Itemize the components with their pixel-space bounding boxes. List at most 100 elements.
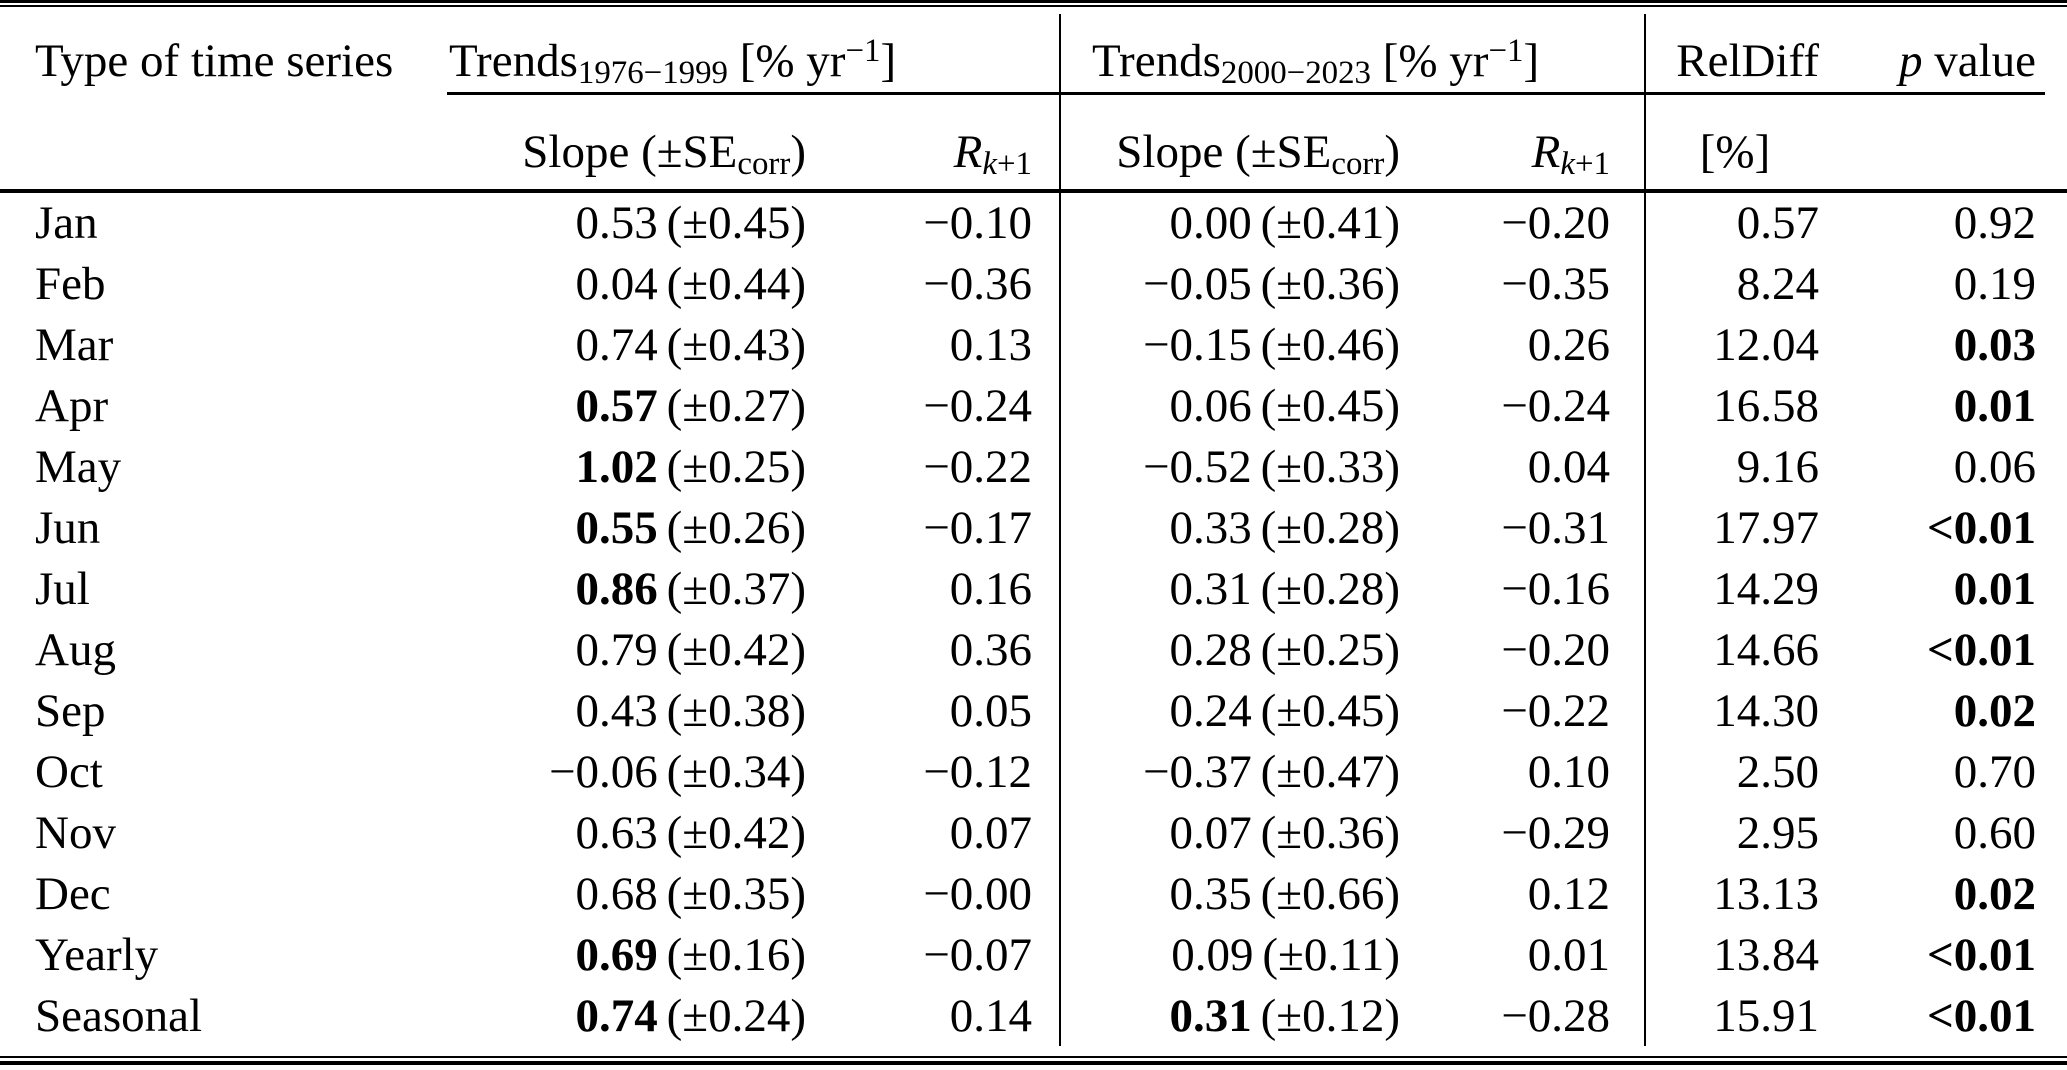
slope2-value: 0.09 <box>1171 928 1254 981</box>
slope1-value: 0.74 <box>575 318 658 371</box>
group2-name: Trends <box>1092 35 1221 87</box>
row-label: Jun <box>35 501 101 554</box>
slope1-cell: 0.53 (±0.45) <box>447 193 812 254</box>
pvalue-cell: <0.01 <box>1926 623 2036 676</box>
slope2-value: 0.07 <box>1169 806 1252 859</box>
group2-unit-superscript: −1 <box>1488 33 1524 70</box>
table-row: Jun 0.55 (±0.26) −0.17 0.33 (±0.28) −0.31 … <box>0 498 2067 559</box>
table-row: Seasonal 0.74 (±0.24) 0.14 0.31 (±0.12) −0… <box>0 986 2067 1047</box>
bottom-rule-thick <box>0 1061 2067 1065</box>
top-rule-thin <box>0 5 2067 7</box>
slope2-value: 0.31 <box>1169 562 1252 615</box>
r1-cell: 0.16 <box>949 562 1032 615</box>
column-divider-2 <box>1644 14 1646 1046</box>
pvalue-cell: <0.01 <box>1926 928 2036 981</box>
slope2-value: −0.37 <box>1142 745 1252 798</box>
slope2-se: (±0.25) <box>1260 623 1400 676</box>
r1-subscript: k+1 <box>982 146 1032 183</box>
pvalue-cell: 0.70 <box>1953 745 2036 798</box>
group1-range-subscript: 1976−1999 <box>577 55 728 92</box>
pvalue-cell: 0.01 <box>1953 379 2036 432</box>
bottom-rule-thin <box>0 1056 2067 1058</box>
slope2-se: (±0.28) <box>1260 501 1400 554</box>
row-label: Apr <box>35 379 109 432</box>
slope1-cell: −0.06 (±0.34) <box>447 742 812 803</box>
slope1-se: (±0.45) <box>666 196 806 249</box>
column-header-slope2: Slope (±SEcorr) <box>1060 125 1410 183</box>
table-row: Apr 0.57 (±0.27) −0.24 0.06 (±0.45) −0.24 … <box>0 376 2067 437</box>
group2-unit-post: ] <box>1523 35 1540 87</box>
slope2-cell: 0.35 (±0.66) <box>1060 864 1410 925</box>
column-header-type: Type of time series <box>35 35 394 87</box>
slope1-se: (±0.26) <box>666 501 806 554</box>
slope1-value: 0.43 <box>575 684 658 737</box>
slope1-value: 0.68 <box>575 867 658 920</box>
slope2-se: (±0.45) <box>1260 379 1400 432</box>
r1-cell: −0.24 <box>923 379 1032 432</box>
group1-unit-pre: [% yr <box>728 35 846 87</box>
slope1-value: 0.55 <box>575 501 658 554</box>
r1-cell: −0.12 <box>923 745 1032 798</box>
column-header-r1: Rk+1 <box>812 125 1060 183</box>
slope1-value: 0.04 <box>575 257 658 310</box>
pvalue-cell: 0.92 <box>1953 196 2036 249</box>
r2-cell: −0.29 <box>1501 806 1610 859</box>
r2-cell: −0.22 <box>1501 684 1610 737</box>
r2-subscript: k+1 <box>1560 146 1610 183</box>
reldiff-cell: 2.50 <box>1736 745 1819 798</box>
table-body: Jan 0.53 (±0.45) −0.10 0.00 (±0.41) −0.20 … <box>0 193 2067 1047</box>
slope1-cell: 0.74 (±0.24) <box>447 986 812 1047</box>
row-label: Seasonal <box>35 989 203 1042</box>
r2-cell: −0.35 <box>1501 257 1610 310</box>
slope1-cell: 0.43 (±0.38) <box>447 681 812 742</box>
reldiff-cell: 16.58 <box>1713 379 1819 432</box>
column-header-reldiff: RelDiff <box>1676 35 1819 87</box>
slope2-value: −0.05 <box>1142 257 1252 310</box>
r2-cell: −0.20 <box>1501 623 1610 676</box>
header-row-groups: Type of time series Trends1976−1999 [% y… <box>0 8 2067 92</box>
group-header-rule <box>447 92 2045 95</box>
slope2-cell: 0.00 (±0.41) <box>1060 193 1410 254</box>
group1-name: Trends <box>449 35 578 87</box>
slope1-value: 0.86 <box>575 562 658 615</box>
row-label: Jul <box>35 562 90 615</box>
slope2-value: 0.00 <box>1169 196 1252 249</box>
r2-cell: 0.04 <box>1527 440 1610 493</box>
column-group-trends-1976-1999: Trends1976−1999 [% yr−1] <box>447 34 1060 92</box>
slope1-pre: Slope (±SE <box>522 126 738 178</box>
slope1-se: (±0.16) <box>666 928 806 981</box>
pvalue-cell: 0.60 <box>1953 806 2036 859</box>
slope2-cell: 0.06 (±0.45) <box>1060 376 1410 437</box>
slope1-se: (±0.34) <box>666 745 806 798</box>
table-row: Aug 0.79 (±0.42) 0.36 0.28 (±0.25) −0.20 1… <box>0 620 2067 681</box>
slope1-se: (±0.44) <box>666 257 806 310</box>
r2-cell: 0.10 <box>1527 745 1610 798</box>
reldiff-cell: 13.13 <box>1713 867 1819 920</box>
slope2-se: (±0.12) <box>1260 989 1400 1042</box>
slope2-cell: −0.52 (±0.33) <box>1060 437 1410 498</box>
table-row: Jul 0.86 (±0.37) 0.16 0.31 (±0.28) −0.16 1… <box>0 559 2067 620</box>
slope2-corr-subscript: corr <box>1331 146 1385 183</box>
slope1-cell: 0.74 (±0.43) <box>447 315 812 376</box>
slope2-cell: −0.37 (±0.47) <box>1060 742 1410 803</box>
slope2-se: (±0.36) <box>1260 806 1400 859</box>
reldiff-cell: 14.29 <box>1713 562 1819 615</box>
slope1-value: −0.06 <box>548 745 658 798</box>
row-label: Aug <box>35 623 116 676</box>
pvalue-rest: value <box>1922 35 2036 87</box>
slope2-value: −0.52 <box>1142 440 1252 493</box>
slope1-value: 0.69 <box>575 928 658 981</box>
r1-cell: 0.14 <box>949 989 1032 1042</box>
slope2-cell: 0.31 (±0.28) <box>1060 559 1410 620</box>
slope2-cell: 0.28 (±0.25) <box>1060 620 1410 681</box>
r1-cell: −0.00 <box>923 867 1032 920</box>
r1-cell: 0.36 <box>949 623 1032 676</box>
slope2-post: ) <box>1384 126 1400 178</box>
pvalue-cell: <0.01 <box>1926 989 2036 1042</box>
r1-cell: 0.05 <box>949 684 1032 737</box>
pvalue-p-italic: p <box>1898 35 1923 87</box>
row-label: Oct <box>35 745 103 798</box>
table-row: Mar 0.74 (±0.43) 0.13 −0.15 (±0.46) 0.26 1… <box>0 315 2067 376</box>
row-label: May <box>35 440 122 493</box>
table-row: Sep 0.43 (±0.38) 0.05 0.24 (±0.45) −0.22 1… <box>0 681 2067 742</box>
